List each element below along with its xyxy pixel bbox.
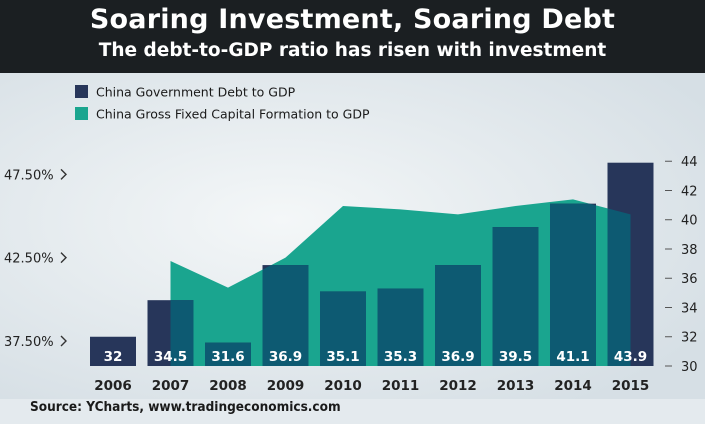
- x-tick-2007: 2007: [152, 378, 190, 394]
- legend-label-debt: China Government Debt to GDP: [96, 85, 296, 100]
- x-tick-2014: 2014: [554, 378, 592, 394]
- value-label-2006: 32: [104, 349, 123, 365]
- left-tick-marker-42.5: [60, 252, 67, 264]
- x-tick-2013: 2013: [497, 378, 535, 394]
- debt-bar-overlap-2009: [262, 265, 309, 366]
- x-tick-2011: 2011: [382, 378, 420, 394]
- debt-bar-overlap-2013: [492, 227, 539, 366]
- right-tick-40: 40: [681, 214, 698, 229]
- debt-bar-overlap-2007: [170, 300, 194, 366]
- source-note: Source: YCharts, www.tradingeconomics.co…: [30, 399, 341, 415]
- value-label-2010: 35.1: [326, 349, 359, 365]
- x-tick-2009: 2009: [267, 378, 305, 394]
- legend-label-investment: China Gross Fixed Capital Formation to G…: [96, 107, 370, 122]
- left-tick-37.5: 37.50%: [4, 335, 54, 350]
- debt-bar-overlap-2012: [435, 265, 481, 366]
- right-tick-42: 42: [681, 184, 698, 199]
- chart-subtitle: The debt-to-GDP ratio has risen with inv…: [98, 40, 607, 61]
- x-tick-2006: 2006: [94, 378, 132, 394]
- legend-swatch-investment: [75, 107, 88, 120]
- debt-bar-overlap-2015: [607, 199, 631, 366]
- value-label-2009: 36.9: [269, 349, 302, 365]
- value-label-2012: 36.9: [441, 349, 474, 365]
- left-tick-42.5: 42.50%: [4, 252, 54, 267]
- x-tick-2010: 2010: [324, 378, 362, 394]
- overlap-layer: [170, 199, 631, 366]
- debt-bar-overlap-2014: [550, 203, 596, 366]
- debt-bar-overlap-2008: [205, 342, 251, 366]
- value-label-2011: 35.3: [384, 349, 417, 365]
- right-tick-32: 32: [681, 331, 698, 346]
- debt-bar-overlap-2011: [377, 288, 424, 366]
- x-tick-2012: 2012: [439, 378, 477, 394]
- left-axis: 37.50% 42.50% 47.50%: [4, 168, 67, 350]
- right-tick-34: 34: [681, 301, 698, 316]
- header-banner: Soaring Investment, Soaring Debt The deb…: [0, 0, 705, 73]
- value-labels-layer: 32 34.5 31.6 36.9 35.1 35.3 36.9 39.5 41.1 43.9: [104, 349, 648, 365]
- legend: China Government Debt to GDP China Gross…: [75, 85, 370, 122]
- value-label-2007: 34.5: [154, 349, 187, 365]
- right-tick-38: 38: [681, 243, 698, 258]
- chart-title: Soaring Investment, Soaring Debt: [89, 4, 616, 35]
- left-tick-marker-37.5: [60, 335, 67, 347]
- value-label-2008: 31.6: [211, 349, 244, 365]
- value-label-2015: 43.9: [614, 349, 647, 365]
- x-axis: 2006 2007 2008 2009 2010 2011 2012 2013 2014 2015: [94, 378, 649, 394]
- value-label-2013: 39.5: [499, 349, 532, 365]
- debt-bar-overlap-2010: [320, 291, 366, 366]
- legend-swatch-debt: [75, 85, 88, 98]
- right-tick-30: 30: [681, 360, 698, 375]
- x-tick-2015: 2015: [612, 378, 650, 394]
- value-label-2014: 41.1: [556, 349, 589, 365]
- left-tick-47.5: 47.50%: [4, 168, 54, 183]
- debt-bar-2006: [90, 336, 136, 366]
- right-tick-44: 44: [681, 155, 698, 170]
- right-axis: 30 32 34 36 38 40 42 44: [665, 155, 698, 375]
- x-tick-2008: 2008: [209, 378, 247, 394]
- chart-area: 32 34.5 31.6 36.9 35.1 35.3 36.9 39.5 41.1 43.9 3…: [0, 73, 705, 399]
- left-tick-marker-47.5: [60, 168, 67, 180]
- right-tick-36: 36: [681, 272, 698, 287]
